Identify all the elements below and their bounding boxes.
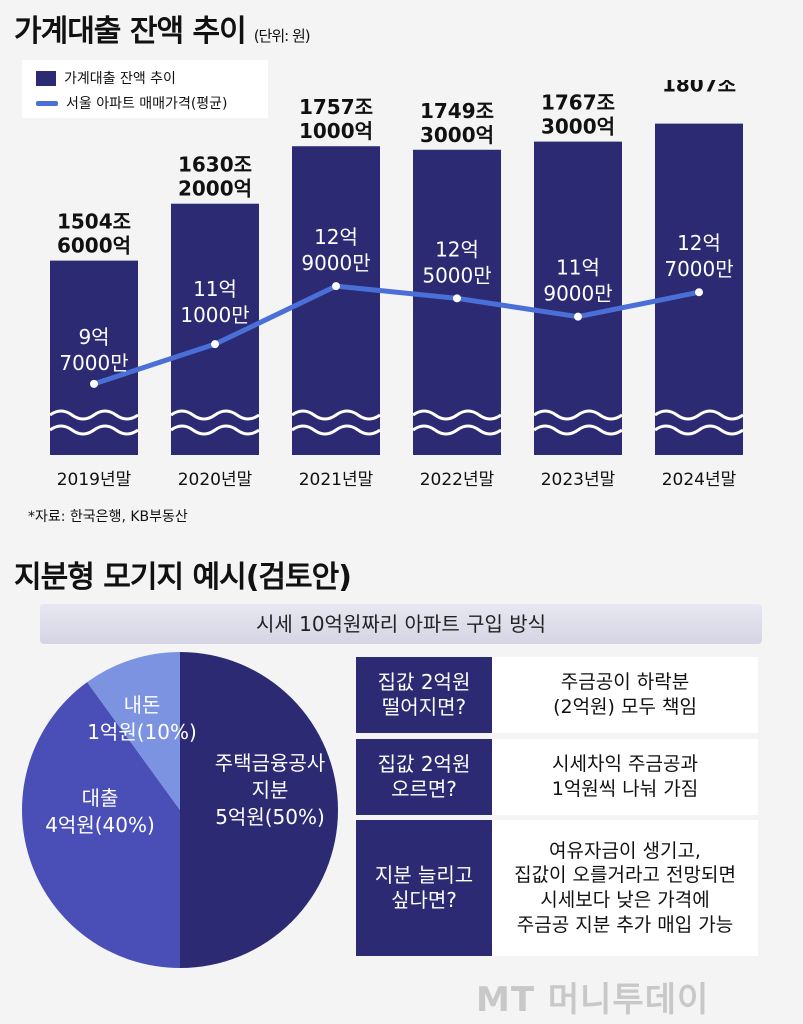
line-value-label: 12억 5000만 [422, 237, 491, 287]
question-cell: 지분 늘리고 싶다면? [356, 820, 492, 956]
bar-value-label: 1504조 6000억 [57, 210, 131, 258]
x-tick-label: 2019년말 [57, 470, 132, 490]
axis-break-wave [49, 409, 139, 421]
pie-slice [87, 652, 180, 810]
qa-row: 집값 2억원 떨어지면? 주금공이 하락분 (2억원) 모두 책임 [356, 657, 758, 733]
answer-text: 주금공 지분 추가 매입 가능 [516, 913, 734, 936]
axis-break-wave [654, 409, 744, 421]
answer-cell: 주금공이 하락분 (2억원) 모두 책임 [492, 657, 758, 733]
axis-break-wave [170, 409, 260, 421]
chart-title: 가계대출 잔액 추이 (단위: 원) [14, 6, 311, 50]
line-value-label: 9억 7000만 [59, 325, 128, 375]
legend-label-bar: 가계대출 잔액 추이 [64, 71, 176, 87]
question-text: 지분 늘리고 [374, 863, 474, 887]
line-point [453, 294, 461, 303]
question-text: 집값 2억원 [377, 670, 471, 694]
axis-break-wave [170, 424, 260, 436]
x-tick-label: 2024년말 [662, 470, 737, 490]
unit-label: (단위: 원) [253, 27, 311, 45]
pie-slice [21, 682, 180, 968]
pie-slice-label: 주택금융공사 지분 5억원(50%) [215, 751, 325, 829]
line-point [90, 379, 98, 388]
answer-cell: 여유자금이 생기고, 집값이 오를거라고 전망되면 시세보다 낮은 가격에 주금공 지… [492, 820, 758, 956]
question-text: 오르면? [391, 777, 457, 801]
section-title: 지분형 모기지 예시(검토안) [14, 560, 352, 595]
answer-text: 시세차익 주금공과 [552, 753, 698, 776]
question-text: 싶다면? [391, 888, 457, 912]
legend-swatch-bar [36, 70, 56, 86]
legend: 가계대출 잔액 추이 서울 아파트 매매가격(평균) [22, 60, 268, 118]
answer-text: 1억원씩 나눠 가짐 [551, 778, 699, 800]
price-line [93, 283, 700, 387]
axis-break-wave [412, 409, 502, 421]
bar-value-label: 1630조 2000억 [178, 153, 252, 201]
bar [50, 260, 138, 455]
title-text: 가계대출 잔액 추이 [14, 14, 247, 49]
pie-chart: 주택금융공사 지분 5억원(50%) 대출 4억원(40%) 내돈 1억원(10%) [21, 652, 338, 968]
line-value-label: 11억 1000만 [180, 277, 249, 327]
pie-slice [180, 652, 338, 968]
question-text: 떨어지면? [381, 695, 467, 719]
line-point [695, 288, 703, 297]
legend-item-line: 서울 아파트 매매가격(평균) [36, 93, 228, 113]
qa-row: 지분 늘리고 싶다면? 여유자금이 생기고, 집값이 오를거라고 전망되면 시세보다 낮… [356, 820, 758, 956]
line-value-label: 12억 7000만 [664, 231, 733, 281]
watermark: MT 머니투데이 [476, 980, 710, 1020]
pie-slice-label: 내돈 1억원(10%) [87, 693, 197, 744]
legend-swatch-line [36, 100, 58, 106]
axis-break-wave [291, 424, 381, 436]
answer-text: (2억원) 모두 책임 [553, 696, 697, 718]
qa-row: 집값 2억원 오르면? 시세차익 주금공과 1억원씩 나눠 가짐 [356, 739, 758, 815]
axis-break-wave [49, 424, 139, 436]
subtitle-banner: 시세 10억원짜리 아파트 구입 방식 [40, 604, 762, 644]
question-cell: 집값 2억원 떨어지면? [356, 657, 492, 733]
bar-value-label: 1767조 3000억 [541, 91, 615, 139]
line-value-label: 12억 9000만 [301, 225, 370, 275]
question-text: 집값 2억원 [377, 752, 471, 776]
x-tick-label: 2022년말 [420, 470, 495, 490]
axis-break-wave [291, 409, 381, 421]
axis-break-wave [533, 409, 623, 421]
legend-item-bar: 가계대출 잔액 추이 [36, 68, 176, 88]
line-point [332, 282, 340, 291]
bar-value-label: 1757조 1000억 [299, 95, 373, 143]
line-value-label: 11억 9000만 [543, 256, 612, 306]
bar-value-label: 1749조 3000억 [420, 99, 494, 147]
bar [534, 141, 622, 455]
legend-label-line: 서울 아파트 매매가격(평균) [66, 96, 228, 112]
axis-break-wave [412, 424, 502, 436]
question-cell: 집값 2억원 오르면? [356, 739, 492, 815]
x-tick-label: 2023년말 [541, 470, 616, 490]
answer-cell: 시세차익 주금공과 1억원씩 나눠 가짐 [492, 739, 758, 815]
axis-break-wave [533, 424, 623, 436]
answer-text: 여유자금이 생기고, [549, 839, 701, 862]
answer-text: 주금공이 하락분 [560, 671, 690, 694]
answer-text: 집값이 오를거라고 전망되면 [514, 864, 736, 887]
answer-text: 시세보다 낮은 가격에 [540, 889, 710, 911]
axis-break-wave [654, 424, 744, 436]
bar-value-label: 1807조 [662, 80, 736, 97]
pie-slice-label: 대출 4억원(40%) [45, 786, 155, 837]
x-tick-label: 2020년말 [178, 470, 253, 490]
bar-line-chart: 1504조 6000억 2019년말 1630조 2000억 2020년말 1757조 100… [49, 80, 744, 490]
source-note: *자료: 한국은행, KB부동산 [28, 509, 188, 525]
line-point [574, 312, 582, 321]
line-point [211, 340, 219, 349]
x-tick-label: 2021년말 [299, 470, 374, 490]
